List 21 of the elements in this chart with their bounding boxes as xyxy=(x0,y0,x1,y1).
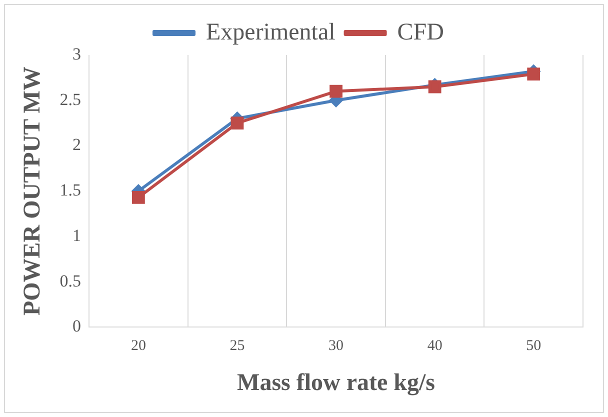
y-tick-label: 0 xyxy=(72,316,82,336)
y-tick-label: 1.5 xyxy=(60,180,82,200)
y-tick-label: 3 xyxy=(72,44,82,64)
y-axis-title: POWER OUTPUT MW xyxy=(20,66,46,316)
x-axis-title: Mass flow rate kg/s xyxy=(237,370,436,396)
point xyxy=(527,68,540,81)
point xyxy=(330,84,342,98)
legend-label: Experimental xyxy=(206,19,336,46)
x-tick-label: 30 xyxy=(328,338,344,354)
point xyxy=(230,116,244,130)
y-tick-label: 2 xyxy=(72,135,82,154)
y-tick-label: 2.5 xyxy=(60,90,82,109)
y-tick-label: 0.5 xyxy=(60,271,82,290)
point xyxy=(132,191,145,204)
x-tick-label: 25 xyxy=(230,338,245,354)
x-tick-label: 40 xyxy=(427,338,442,354)
x-tick-label: 50 xyxy=(526,338,542,354)
y-tick-label: 1 xyxy=(72,226,82,245)
legend-label: CFD xyxy=(397,19,444,46)
point xyxy=(428,80,442,94)
x-tick-label: 20 xyxy=(130,338,146,354)
